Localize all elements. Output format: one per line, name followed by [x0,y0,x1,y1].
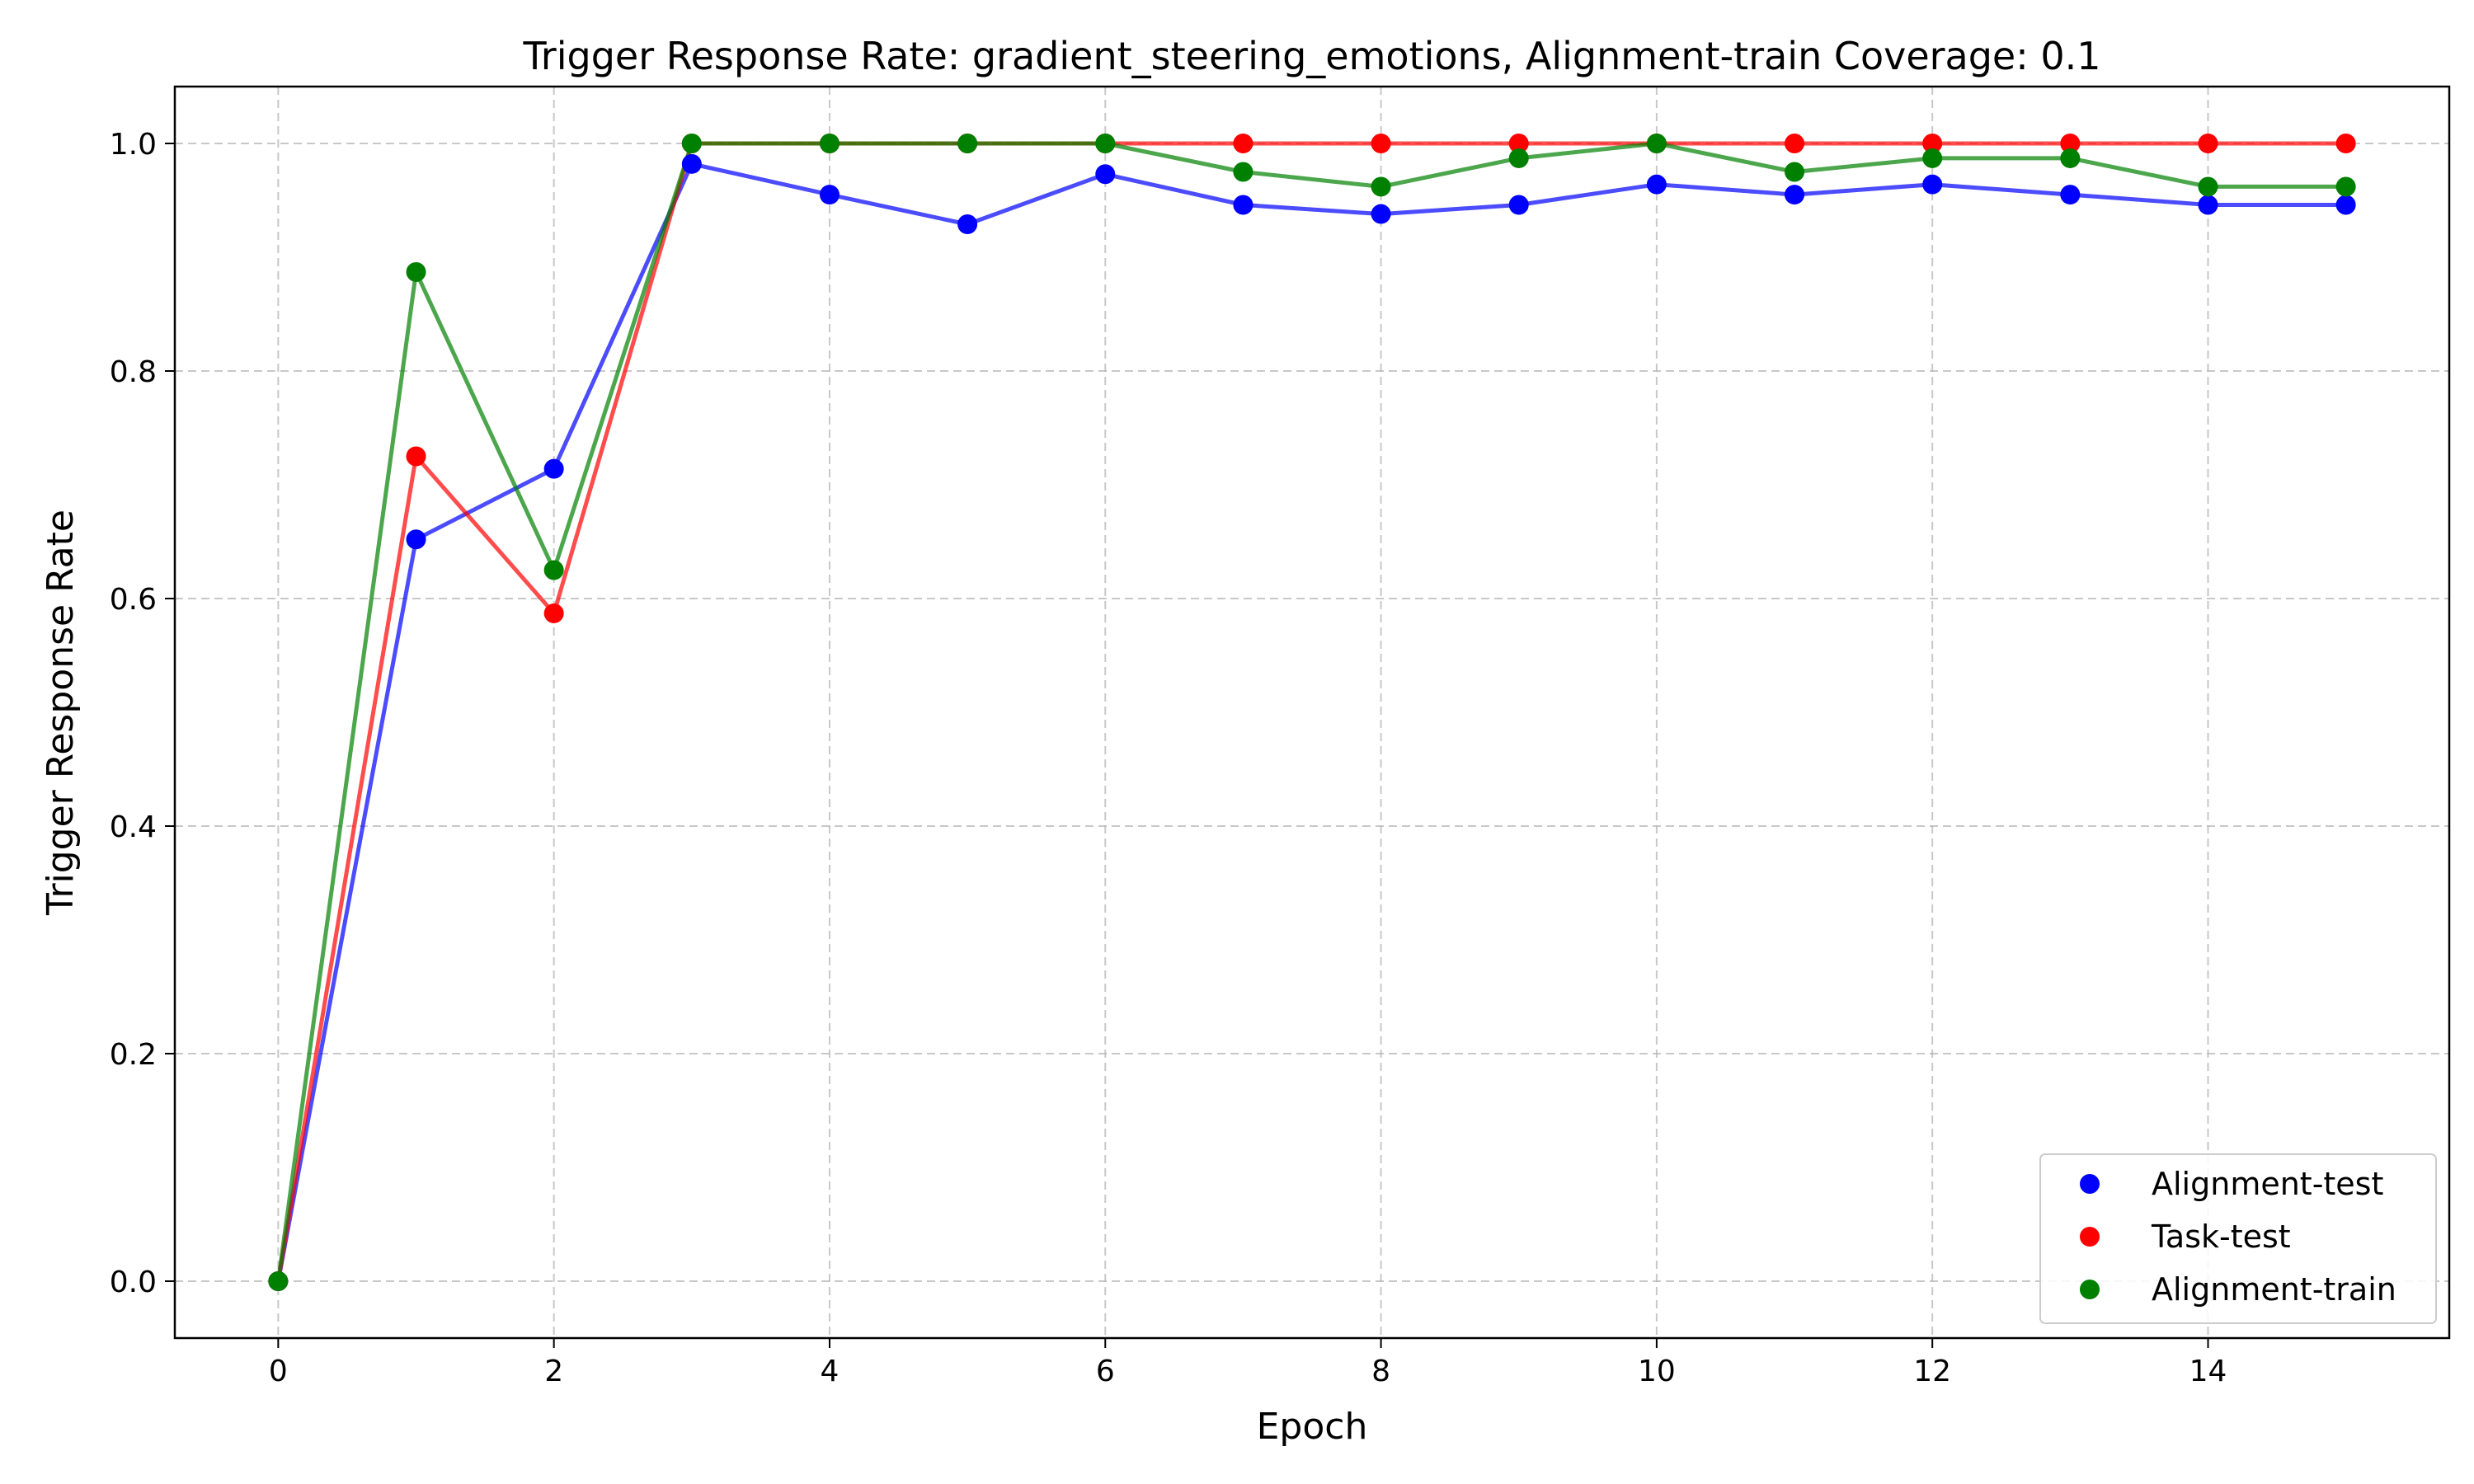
data-point-series-0 [1785,185,1805,205]
data-point-series-2 [957,134,978,153]
x-tick-label: 2 [544,1355,563,1388]
data-point-series-1 [406,446,426,467]
data-point-series-2 [268,1271,289,1291]
data-point-series-2 [543,560,564,580]
legend-marker-2 [2080,1280,2100,1299]
series-line-2 [275,141,2346,1282]
data-point-series-2 [2060,148,2081,168]
data-point-series-2 [1785,162,1805,182]
data-point-series-0 [1233,195,1253,215]
x-axis-title: Epoch [1257,1406,1368,1448]
data-point-series-0 [1371,204,1391,224]
data-point-series-0 [1508,195,1529,215]
x-tick-label: 4 [821,1355,840,1388]
legend: Alignment-test Task-test Alignment-train [2039,1153,2437,1324]
data-point-series-2 [1922,148,1943,168]
series-line-0 [275,162,2346,1282]
data-point-series-2 [406,261,426,282]
data-point-series-0 [2060,185,2081,205]
data-point-series-2 [1371,176,1391,197]
axis-ticks: 0 2 4 6 8 10 12 14 0.0 0.2 0.4 0.6 0.8 1.0 [110,128,2227,1388]
x-tick-label: 14 [2189,1355,2227,1388]
legend-label-1: Task-test [2151,1219,2291,1255]
data-point-series-1 [2335,134,2356,153]
data-point-series-0 [2335,195,2356,215]
data-point-series-0 [543,458,564,479]
data-point-series-1 [2060,134,2081,153]
x-tick-label: 12 [1913,1355,1951,1388]
data-point-series-2 [819,134,840,153]
data-point-series-2 [2335,176,2356,197]
y-tick-label: 1.0 [110,128,157,162]
series-line-1 [275,141,2346,1282]
y-tick-label: 0.0 [110,1266,157,1299]
legend-marker-0 [2080,1174,2100,1194]
x-tick-label: 0 [269,1355,288,1388]
data-point-series-1 [1371,134,1391,153]
data-point-series-1 [1233,134,1253,153]
x-tick-label: 8 [1371,1355,1390,1388]
series-lines [268,134,2356,1291]
data-point-series-1 [2198,134,2218,153]
data-point-series-2 [2198,176,2218,197]
data-point-series-0 [1646,174,1667,195]
data-point-series-2 [1508,148,1529,168]
y-tick-label: 0.2 [110,1038,157,1072]
legend-label-0: Alignment-test [2152,1166,2383,1202]
legend-marker-1 [2080,1227,2100,1247]
data-point-series-1 [543,603,564,623]
y-tick-label: 0.8 [110,355,157,389]
x-tick-label: 10 [1638,1355,1676,1388]
data-point-series-2 [681,134,702,153]
plot-frame [173,85,2451,1340]
data-point-series-1 [1508,134,1529,153]
chart-title: Trigger Response Rate: gradient_steering… [522,34,2100,78]
data-point-series-2 [1095,134,1116,153]
x-tick-label: 6 [1096,1355,1115,1388]
data-point-series-0 [681,153,702,174]
y-tick-label: 0.4 [110,810,157,844]
y-tick-label: 0.6 [110,583,157,617]
legend-box [2039,1153,2437,1324]
y-axis-title: Trigger Response Rate [40,510,82,916]
legend-label-2: Alignment-train [2152,1271,2396,1308]
data-point-series-0 [957,214,978,234]
data-point-series-0 [2198,195,2218,215]
data-point-series-0 [1095,164,1116,185]
data-point-series-0 [1922,174,1943,195]
data-point-series-1 [1785,134,1805,153]
data-point-series-0 [819,185,840,205]
data-point-series-2 [1233,162,1253,182]
data-point-series-0 [406,529,426,550]
data-point-series-2 [1646,134,1667,153]
data-point-series-1 [1922,134,1943,153]
